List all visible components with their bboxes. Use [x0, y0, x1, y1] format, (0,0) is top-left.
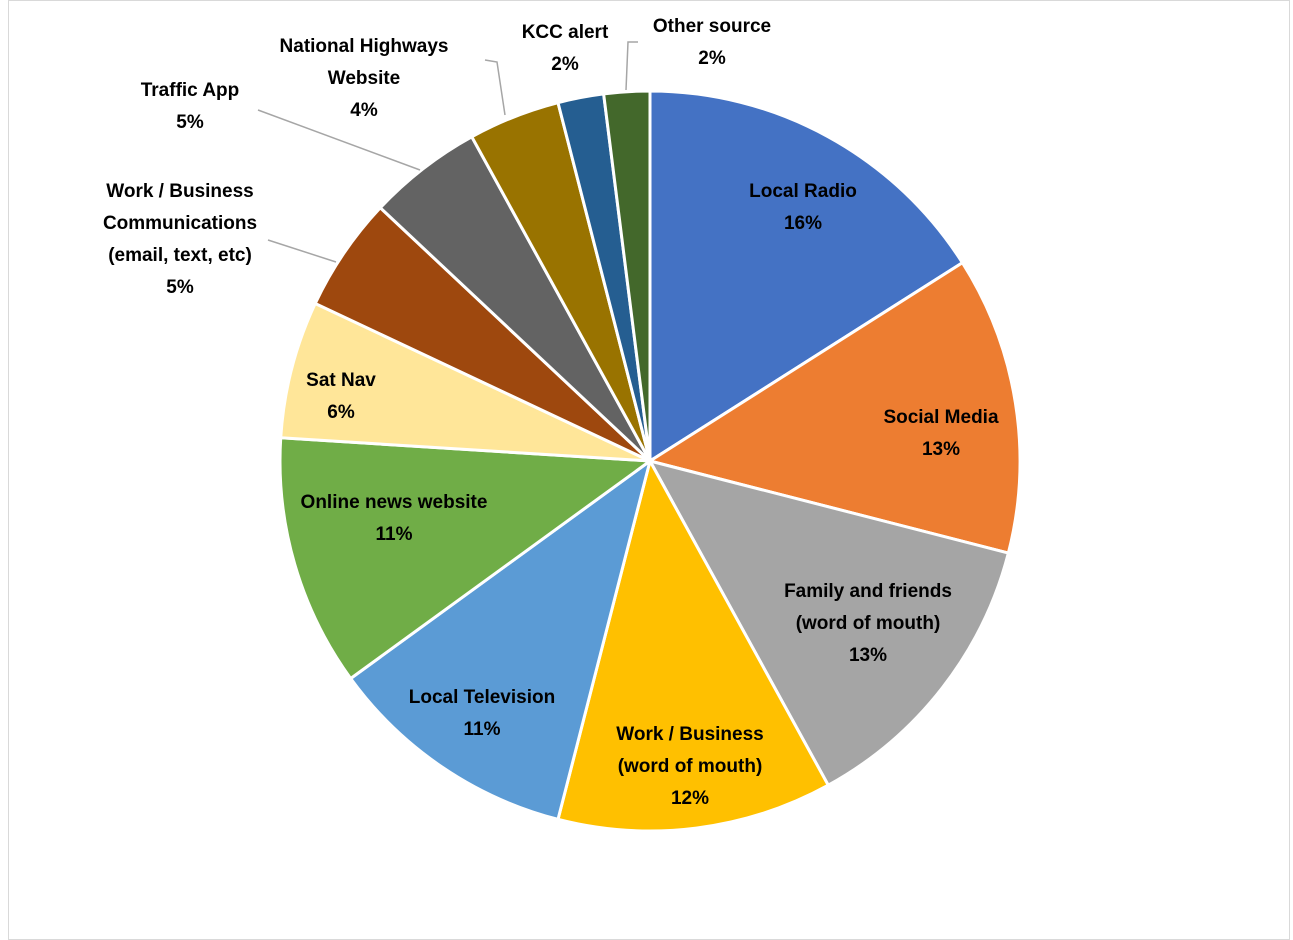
data-label-percent: 16%: [784, 213, 822, 234]
data-label-category: (email, text, etc): [108, 245, 252, 266]
data-label-category: Work / Business: [106, 181, 253, 202]
data-label-category: Online news website: [301, 492, 488, 513]
data-label-percent: 5%: [176, 112, 204, 133]
pie-slice-other-source: [601, 89, 652, 462]
data-label-category: Traffic App: [141, 80, 240, 101]
pie-slice-sat-nav: [279, 301, 651, 463]
slices-layer: [278, 89, 1022, 833]
data-label-percent: 12%: [671, 788, 709, 809]
data-label-percent: 11%: [376, 524, 413, 545]
data-label-percent: 11%: [464, 719, 501, 740]
data-label-category: Other source: [653, 16, 771, 37]
data-label-category: Work / Business: [616, 724, 763, 745]
data-label-other-source: Other source 2%: [653, 16, 771, 69]
data-label-percent: 2%: [551, 54, 579, 75]
data-label-category: Local Television: [409, 687, 555, 708]
data-label-category: National Highways: [280, 36, 449, 57]
data-label-category: KCC alert: [522, 22, 609, 43]
data-label-category: Social Media: [883, 407, 999, 428]
leader-line-other-source: [625, 41, 638, 91]
data-label-national-highways-website: National Highways Website 4%: [280, 36, 449, 121]
data-label-sat-nav: Sat Nav 6%: [306, 370, 376, 423]
pie-slice-work-business-word-of-mouth: [556, 456, 831, 833]
data-label-category: Family and friends: [784, 581, 952, 602]
data-label-percent: 2%: [698, 48, 726, 69]
data-label-percent: 6%: [327, 402, 355, 423]
data-label-percent: 13%: [849, 645, 887, 666]
data-label-online-news-website: Online news website 11%: [301, 492, 488, 545]
data-label-percent: 5%: [166, 277, 194, 298]
pie-slice-online-news-website: [278, 436, 655, 681]
leader-line-traffic-app: [257, 109, 421, 171]
data-label-category: (word of mouth): [796, 613, 941, 634]
data-label-category: Website: [328, 68, 401, 89]
leader-line-national-highways-website: [484, 59, 506, 116]
data-label-local-radio: Local Radio 16%: [749, 181, 857, 234]
data-label-social-media: Social Media 13%: [883, 407, 999, 460]
data-label-category: Communications: [103, 213, 257, 234]
leader-line-work-business-communications-email-text-etc: [267, 239, 337, 263]
pie-slice-family-and-friends-word-of-mouth: [647, 458, 1011, 788]
pie-slice-local-television: [348, 457, 653, 822]
data-label-percent: 4%: [350, 100, 378, 121]
data-label-local-television: Local Television 11%: [409, 687, 555, 740]
data-label-kcc-alert: KCC alert 2%: [522, 22, 609, 75]
data-label-category: Local Radio: [749, 181, 857, 202]
data-label-category: (word of mouth): [618, 756, 763, 777]
data-label-family-and-friends-word-of-mouth: Family and friends (word of mouth) 13%: [784, 581, 952, 666]
pie-slice-social-media: [646, 260, 1022, 555]
data-label-category: Sat Nav: [306, 370, 376, 391]
data-label-work-business-word-of-mouth: Work / Business (word of mouth) 12%: [616, 724, 763, 809]
data-label-traffic-app: Traffic App 5%: [141, 80, 240, 133]
data-label-work-business-communications-email-text-etc: Work / Business Communications (email, tex…: [103, 181, 257, 298]
leader-lines-layer: [257, 41, 638, 263]
pie-slice-local-radio: [648, 89, 965, 464]
data-label-percent: 13%: [922, 439, 960, 460]
